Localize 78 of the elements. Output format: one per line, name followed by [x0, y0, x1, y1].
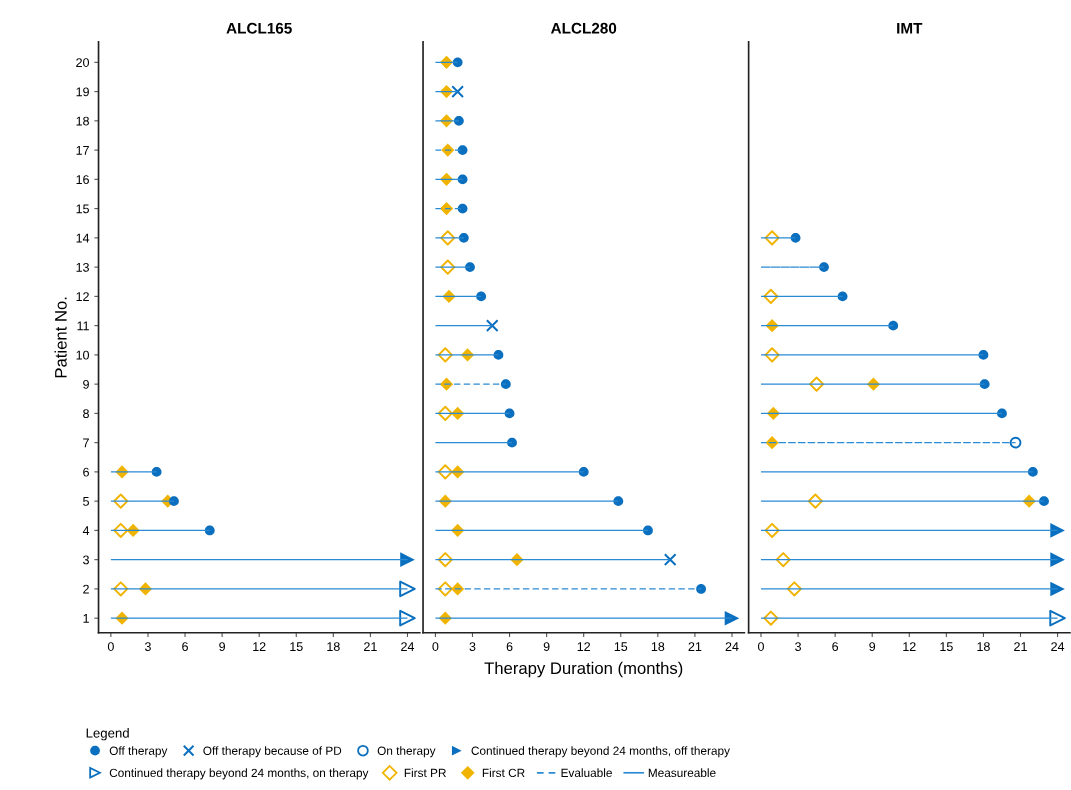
x-tick-label: 0 [432, 642, 439, 651]
y-tick-label: 7 [83, 438, 89, 448]
x-tick-label: 9 [543, 642, 550, 651]
y-tick-label: 9 [83, 379, 89, 389]
y-tick-label: 18 [76, 116, 89, 126]
y-tick-label: 2 [83, 584, 89, 594]
y-tick-label: 13 [76, 262, 89, 272]
legend-label: Evaluable [561, 768, 612, 778]
x-tick-label: 9 [219, 642, 225, 651]
y-tick-label: 1 [83, 614, 89, 623]
y-tick-label: 20 [76, 58, 90, 67]
legend-title: Legend [86, 728, 129, 741]
x-tick-label: 3 [144, 642, 151, 651]
y-tick-label: 4 [82, 526, 90, 535]
point [1050, 523, 1065, 538]
x-tick-label: 6 [182, 642, 188, 651]
x-tick-label: 6 [506, 642, 513, 651]
x-tick-label: 12 [577, 642, 591, 651]
y-tick-label: 11 [77, 321, 89, 331]
x-tick-label: 24 [725, 642, 739, 651]
y-tick-label: 12 [76, 292, 89, 301]
point [457, 145, 468, 156]
point [476, 291, 487, 302]
point [997, 408, 1007, 419]
x-tick-label: 18 [327, 642, 340, 651]
x-tick-label: 12 [253, 642, 266, 651]
point [485, 319, 499, 332]
legend-label: First CR [482, 768, 525, 778]
point [1009, 436, 1022, 449]
x-tick-label: 3 [469, 642, 476, 651]
legend-label: Off therapy [109, 746, 168, 758]
chart-title: ALCL165 [226, 22, 292, 34]
x-tick-label: 24 [401, 642, 415, 651]
x-tick-label: 21 [364, 642, 377, 651]
x-tick-label: 3 [795, 642, 801, 651]
x-tick-label: 18 [651, 642, 665, 651]
x-tick-label: 24 [1051, 642, 1065, 651]
point [451, 85, 464, 98]
point [696, 584, 706, 594]
x-tick-label: 15 [290, 642, 303, 651]
x-tick-label: 0 [107, 642, 114, 651]
point [765, 436, 779, 450]
x-tick-label: 21 [688, 642, 702, 651]
y-tick-label: 14 [76, 233, 90, 243]
y-tick-label: 3 [83, 555, 89, 565]
legend-label: Measureable [648, 768, 716, 778]
y-tick-label: 17 [76, 146, 89, 155]
y-tick-label: 10 [76, 350, 90, 360]
legend-label: Continued therapy beyond 24 months, on therapy [109, 768, 369, 780]
point [507, 437, 517, 448]
legend-label: Continued therapy beyond 24 months, off therapy [471, 746, 730, 758]
x-tick-label: 21 [1014, 642, 1027, 651]
chart-title: ALCL280 [550, 22, 617, 34]
point [663, 553, 677, 567]
point [400, 552, 415, 567]
x-tick-label: 12 [903, 642, 916, 651]
y-axis-title: Patient No. [54, 297, 67, 378]
point [888, 320, 899, 331]
y-tick-label: 6 [83, 467, 89, 477]
x-tick-label: 9 [869, 642, 876, 651]
y-tick-label: 16 [76, 175, 89, 185]
y-tick-label: 5 [83, 497, 89, 506]
legend-label: First PR [404, 768, 446, 778]
y-tick-label: 15 [76, 204, 89, 214]
x-tick-label: 6 [832, 642, 839, 651]
chart-title: IMT [897, 23, 923, 34]
x-axis-title: Therapy Duration (months) [484, 661, 683, 678]
y-tick-label: 19 [76, 87, 89, 97]
y-tick-label: 8 [83, 409, 89, 419]
x-tick-label: 15 [940, 642, 953, 651]
point [643, 525, 653, 536]
point [439, 202, 454, 216]
point [1050, 552, 1065, 567]
x-tick-label: 15 [614, 642, 628, 651]
legend-label: Off therapy because of PD [203, 746, 342, 758]
x-tick-label: 0 [758, 642, 764, 651]
legend-label: On therapy [377, 746, 436, 758]
x-tick-label: 18 [977, 642, 990, 651]
